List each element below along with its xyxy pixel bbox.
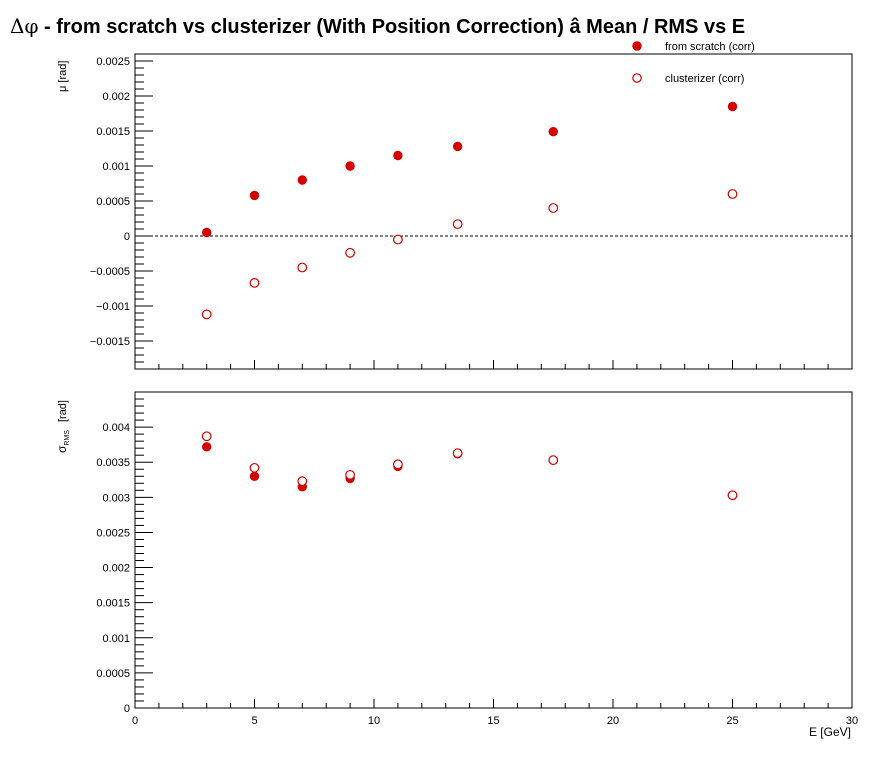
rms-clusterizer-marker xyxy=(393,459,403,470)
mean-y-tick-label: 0.001 xyxy=(102,161,130,173)
x-tick-label: 0 xyxy=(132,715,138,727)
rms-y-axis-label-sub: RMS xyxy=(64,430,71,446)
rms-y-tick-label: 0.002 xyxy=(102,563,130,575)
mean-panel-frame xyxy=(134,53,853,370)
mean-scratch-marker xyxy=(297,175,307,185)
rms-y-tick-label: 0.0035 xyxy=(96,457,130,469)
rms-scratch-marker xyxy=(202,442,212,452)
rms-clusterizer-marker xyxy=(548,455,559,466)
rms-y-tick-label: 0.0005 xyxy=(96,668,130,680)
rms-panel-axes: 0 0.0005 0.001 0.0015 0.002 0.0025 0.003 0.0035… xyxy=(96,398,858,727)
x-tick-label: 30 xyxy=(846,715,858,727)
rms-y-tick-label: 0.004 xyxy=(102,422,130,434)
rms-panel-markers xyxy=(201,431,738,501)
mean-clusterizer-marker xyxy=(249,278,260,288)
mean-scratch-marker xyxy=(548,127,558,137)
mean-y-tick-label: −0.001 xyxy=(96,301,130,313)
mean-clusterizer-marker xyxy=(452,219,463,230)
mean-y-tick-label: −0.0005 xyxy=(90,266,130,278)
rms-y-tick-label: 0.0015 xyxy=(96,598,130,610)
legend-scratch-label: from scratch (corr) xyxy=(665,41,755,53)
mean-y-tick-label: 0.0015 xyxy=(96,126,130,138)
x-tick-label: 25 xyxy=(726,715,738,727)
mean-scratch-marker xyxy=(249,190,260,201)
rms-y-axis-label-main: σ xyxy=(55,445,69,453)
x-axis-label: E [GeV] xyxy=(809,725,851,739)
rms-scratch-marker xyxy=(249,471,260,481)
rms-y-axis-label: σRMS [rad] xyxy=(55,400,71,453)
mean-panel-markers xyxy=(201,101,738,320)
rms-y-tick-label: 0.001 xyxy=(102,633,130,645)
legend-scratch-marker xyxy=(632,41,642,51)
rms-clusterizer-marker xyxy=(201,431,212,442)
mean-scratch-marker xyxy=(202,227,212,238)
rms-clusterizer-marker xyxy=(727,490,738,501)
rms-clusterizer-marker xyxy=(249,462,260,473)
mean-scratch-marker xyxy=(345,161,355,171)
mean-panel-axes: −0.0015 −0.001 −0.0005 0 0.0005 0.001 0.0015 0.… xyxy=(90,56,853,369)
rms-clusterizer-marker xyxy=(345,469,356,480)
mean-clusterizer-marker xyxy=(201,309,212,320)
x-tick-label: 5 xyxy=(251,715,257,727)
title-text: - from scratch vs clusterizer (With Posi… xyxy=(38,16,746,38)
mean-clusterizer-marker xyxy=(727,189,738,199)
rms-panel-frame xyxy=(134,391,853,709)
x-tick-label: 10 xyxy=(368,715,380,727)
mean-y-tick-label: −0.0015 xyxy=(90,336,130,348)
rms-y-tick-label: 0 xyxy=(124,703,130,715)
x-tick-label: 20 xyxy=(607,715,619,727)
mean-clusterizer-marker xyxy=(345,247,356,258)
mean-clusterizer-marker xyxy=(297,262,308,273)
x-tick-label: 15 xyxy=(487,715,499,727)
title-symbol: Δφ xyxy=(10,14,39,38)
rms-y-tick-label: 0.0025 xyxy=(96,527,130,539)
rms-y-tick-label: 0.003 xyxy=(102,492,130,504)
mean-scratch-marker xyxy=(727,101,738,112)
mean-y-tick-label: 0.002 xyxy=(102,91,130,103)
legend-clusterizer-label: clusterizer (corr) xyxy=(665,73,744,85)
mean-scratch-marker xyxy=(393,150,403,161)
mean-clusterizer-marker xyxy=(393,234,403,245)
mean-clusterizer-marker xyxy=(548,203,559,213)
mean-y-axis-label: μ [rad] xyxy=(57,61,69,92)
rms-clusterizer-marker xyxy=(297,476,308,487)
mean-scratch-marker xyxy=(452,141,463,152)
chart-title: Δφ - from scratch vs clusterizer (With P… xyxy=(10,14,745,39)
mean-y-tick-label: 0.0025 xyxy=(96,56,130,68)
mean-y-tick-label: 0 xyxy=(124,231,130,243)
legend-clusterizer-marker xyxy=(632,73,642,83)
rms-clusterizer-marker xyxy=(452,448,463,458)
mean-y-tick-label: 0.0005 xyxy=(96,196,130,208)
legend: from scratch (corr) clusterizer (corr) xyxy=(632,41,755,85)
rms-y-axis-label-unit: [rad] xyxy=(57,400,69,422)
